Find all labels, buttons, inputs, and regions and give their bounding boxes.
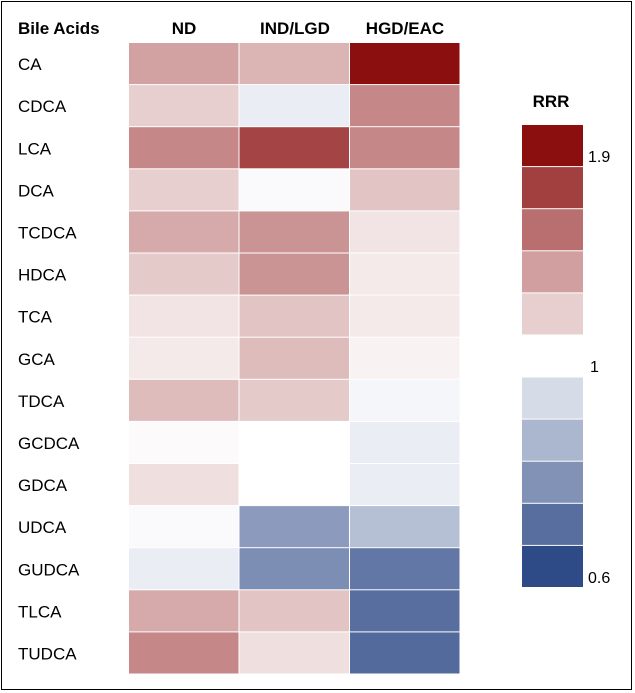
cell-gdca-ind-lgd bbox=[239, 464, 349, 506]
cell-gdca-hgd-eac bbox=[350, 464, 460, 506]
cell-udca-ind-lgd bbox=[239, 506, 349, 548]
cell-tcdca-hgd-eac bbox=[350, 211, 460, 253]
column-label-ind-lgd: IND/LGD bbox=[260, 19, 330, 38]
colorbar-block bbox=[522, 251, 583, 293]
column-label-hgd-eac: HGD/EAC bbox=[366, 19, 444, 38]
row-label-gca: GCA bbox=[18, 350, 56, 369]
cell-ca-hgd-eac bbox=[350, 43, 460, 85]
cell-hdca-hgd-eac bbox=[350, 253, 460, 295]
colorbar-block bbox=[522, 335, 583, 377]
colorbar-block bbox=[522, 419, 583, 461]
cell-gca-nd bbox=[129, 337, 239, 379]
column-label-nd: ND bbox=[172, 19, 197, 38]
cell-tca-ind-lgd bbox=[239, 295, 349, 337]
cell-gdca-nd bbox=[129, 464, 239, 506]
colorbar-tick-max: 1.9 bbox=[588, 149, 610, 166]
cell-ca-ind-lgd bbox=[239, 43, 349, 85]
colorbar-block bbox=[522, 377, 583, 419]
cell-tlca-ind-lgd bbox=[239, 590, 349, 632]
cell-tdca-nd bbox=[129, 379, 239, 421]
cell-tca-nd bbox=[129, 295, 239, 337]
colorbar-title: RRR bbox=[533, 92, 570, 111]
cell-cdca-hgd-eac bbox=[350, 85, 460, 127]
cell-tca-hgd-eac bbox=[350, 295, 460, 337]
cell-tudca-nd bbox=[129, 632, 239, 674]
colorbar-block bbox=[522, 167, 583, 209]
cell-gudca-hgd-eac bbox=[350, 548, 460, 590]
row-label-tudca: TUDCA bbox=[18, 644, 77, 663]
row-label-tca: TCA bbox=[18, 308, 53, 327]
cell-lca-nd bbox=[129, 127, 239, 169]
colorbar bbox=[522, 125, 583, 587]
row-label-gcdca: GCDCA bbox=[18, 434, 80, 453]
colorbar-block bbox=[522, 461, 583, 503]
cell-udca-nd bbox=[129, 506, 239, 548]
colorbar-block bbox=[522, 209, 583, 251]
cell-tlca-hgd-eac bbox=[350, 590, 460, 632]
row-label-gdca: GDCA bbox=[18, 476, 68, 495]
row-label-lca: LCA bbox=[18, 139, 52, 158]
row-label-ca: CA bbox=[18, 55, 42, 74]
cell-dca-ind-lgd bbox=[239, 169, 349, 211]
cell-gcdca-ind-lgd bbox=[239, 421, 349, 463]
cell-tdca-hgd-eac bbox=[350, 379, 460, 421]
colorbar-block bbox=[522, 503, 583, 545]
row-label-tcdca: TCDCA bbox=[18, 223, 77, 242]
cell-udca-hgd-eac bbox=[350, 506, 460, 548]
cell-tudca-ind-lgd bbox=[239, 632, 349, 674]
row-label-udca: UDCA bbox=[18, 518, 67, 537]
cell-gudca-nd bbox=[129, 548, 239, 590]
cell-gcdca-nd bbox=[129, 421, 239, 463]
cell-ca-nd bbox=[129, 43, 239, 85]
cell-hdca-ind-lgd bbox=[239, 253, 349, 295]
colorbar-tick-min: 0.6 bbox=[588, 570, 610, 587]
cell-dca-hgd-eac bbox=[350, 169, 460, 211]
cell-cdca-nd bbox=[129, 85, 239, 127]
cell-gca-hgd-eac bbox=[350, 337, 460, 379]
cell-lca-hgd-eac bbox=[350, 127, 460, 169]
row-header-label: Bile Acids bbox=[18, 19, 100, 38]
cell-gudca-ind-lgd bbox=[239, 548, 349, 590]
row-label-hdca: HDCA bbox=[18, 266, 67, 285]
row-label-tlca: TLCA bbox=[18, 602, 62, 621]
colorbar-block bbox=[522, 545, 583, 587]
cell-gcdca-hgd-eac bbox=[350, 421, 460, 463]
cell-gca-ind-lgd bbox=[239, 337, 349, 379]
colorbar-block bbox=[522, 293, 583, 335]
cell-tdca-ind-lgd bbox=[239, 379, 349, 421]
cell-tcdca-ind-lgd bbox=[239, 211, 349, 253]
row-label-dca: DCA bbox=[18, 181, 55, 200]
colorbar-tick-mid: 1 bbox=[590, 359, 599, 376]
cell-cdca-ind-lgd bbox=[239, 85, 349, 127]
cell-tudca-hgd-eac bbox=[350, 632, 460, 674]
colorbar-block bbox=[522, 125, 583, 167]
row-labels: CA CDCA LCA DCA TCDCA HDCA TCA GCA TDCA GCDCA GDCA… bbox=[18, 55, 80, 663]
cell-lca-ind-lgd bbox=[239, 127, 349, 169]
cell-tcdca-nd bbox=[129, 211, 239, 253]
cell-dca-nd bbox=[129, 169, 239, 211]
heatmap-cells bbox=[129, 43, 460, 674]
row-label-gudca: GUDCA bbox=[18, 560, 80, 579]
row-label-cdca: CDCA bbox=[18, 97, 67, 116]
cell-tlca-nd bbox=[129, 590, 239, 632]
cell-hdca-nd bbox=[129, 253, 239, 295]
row-label-tdca: TDCA bbox=[18, 392, 65, 411]
